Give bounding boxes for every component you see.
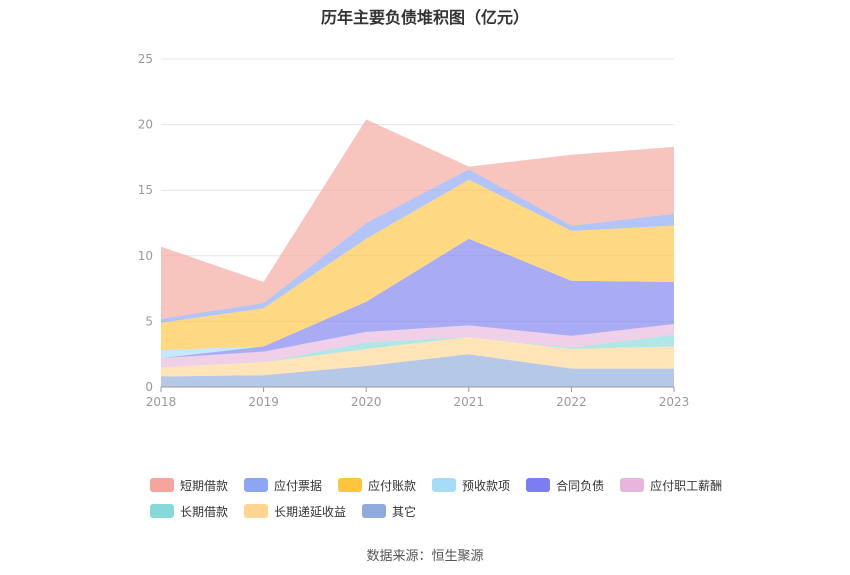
- y-tick-label: 25: [138, 52, 153, 66]
- legend-swatch: [362, 504, 387, 518]
- legend-item[interactable]: 预收款项: [432, 477, 510, 494]
- area-series: [161, 354, 674, 387]
- y-tick-label: 15: [138, 183, 153, 197]
- legend-swatch: [432, 478, 457, 492]
- legend-item[interactable]: 应付账款: [338, 477, 416, 494]
- y-tick-label: 20: [138, 118, 153, 132]
- legend-swatch: [244, 478, 269, 492]
- chart-title: 历年主要负债堆积图（亿元）: [320, 8, 529, 27]
- y-tick-label: 10: [138, 249, 153, 263]
- x-tick-label: 2018: [146, 395, 177, 409]
- legend-row: 短期借款 应付票据 应付账款 预收款项 合同负债 应付职工薪酬: [150, 472, 770, 498]
- legend-label: 应付票据: [274, 478, 323, 493]
- x-tick-label: 2021: [454, 395, 485, 409]
- legend-item[interactable]: 长期借款: [150, 503, 228, 520]
- legend-swatch: [150, 504, 174, 518]
- legend-item[interactable]: 长期递延收益: [244, 503, 346, 520]
- area-series: [161, 169, 674, 323]
- legend-label: 合同负债: [556, 478, 605, 493]
- legend-label: 长期递延收益: [274, 504, 347, 519]
- legend-swatch: [620, 478, 645, 492]
- legend-item[interactable]: 短期借款: [150, 477, 228, 494]
- legend-row: 长期借款 长期递延收益 其它: [150, 498, 770, 524]
- legend-swatch: [526, 478, 551, 492]
- legend-swatch: [150, 478, 174, 492]
- x-tick-label: 2023: [659, 395, 690, 409]
- legend-label: 长期借款: [180, 504, 229, 519]
- legend-swatch: [338, 478, 363, 492]
- legend-label: 应付职工薪酬: [650, 478, 723, 493]
- legend-swatch: [244, 504, 269, 518]
- legend-item[interactable]: 应付票据: [244, 477, 322, 494]
- x-tick-label: 2022: [556, 395, 587, 409]
- data-source-note: 数据来源：恒生聚源: [366, 549, 484, 564]
- y-tick-label: 0: [145, 380, 153, 394]
- area-series: [161, 119, 674, 319]
- area-series: [161, 337, 674, 377]
- x-tick-label: 2020: [351, 395, 382, 409]
- legend-label: 短期借款: [180, 478, 229, 493]
- area-series: [161, 238, 674, 359]
- legend-item[interactable]: 其它: [362, 503, 416, 520]
- legend-label: 预收款项: [462, 478, 511, 493]
- legend-label: 其它: [392, 504, 417, 519]
- legend-item[interactable]: 应付职工薪酬: [620, 477, 722, 494]
- y-tick-label: 5: [145, 314, 153, 328]
- legend-item[interactable]: 合同负债: [526, 477, 604, 494]
- legend-label: 应付账款: [368, 478, 417, 493]
- chart-legend: 短期借款 应付票据 应付账款 预收款项 合同负债 应付职工薪酬长期借款 长期递延收益 其它: [150, 472, 770, 524]
- area-series: [161, 179, 674, 351]
- x-tick-label: 2019: [248, 395, 279, 409]
- area-series: [161, 334, 674, 368]
- area-series: [161, 324, 674, 368]
